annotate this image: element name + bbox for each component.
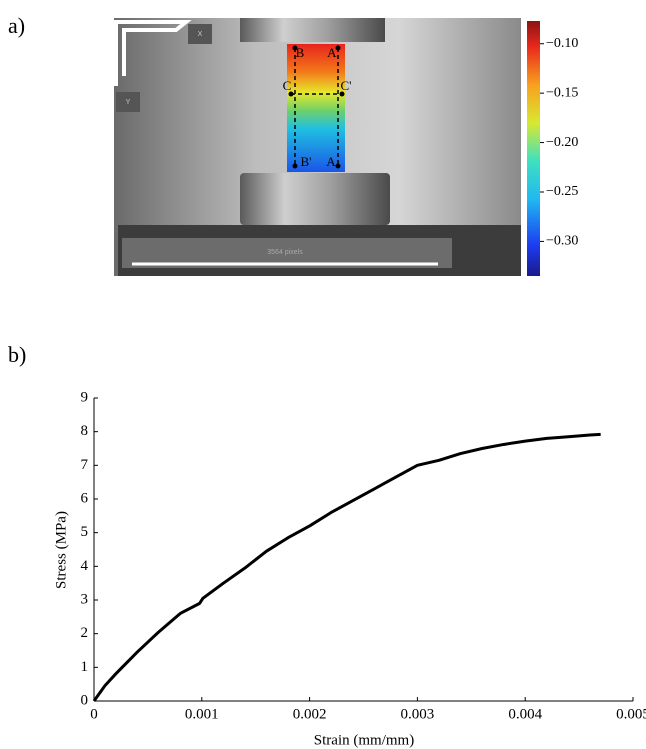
y-axis-label: Stress (MPa) bbox=[53, 511, 69, 589]
top-platen bbox=[240, 18, 385, 42]
colorbar-tick-label: −0.10 bbox=[546, 36, 578, 51]
point-marker bbox=[335, 163, 341, 169]
data-line bbox=[92, 432, 601, 702]
colorbar-tick-label: −0.30 bbox=[546, 234, 578, 249]
y-tick-label: 4 bbox=[81, 558, 89, 574]
colorbar-tick-label: −0.25 bbox=[546, 184, 578, 199]
x-tick-label: 0.005 bbox=[616, 706, 646, 722]
x-tick-label: 0.004 bbox=[508, 706, 542, 722]
x-axis-marker: X bbox=[198, 31, 203, 38]
point-label: A bbox=[326, 154, 336, 169]
panel-label: a) bbox=[8, 13, 25, 38]
point-marker bbox=[292, 163, 298, 169]
specimen bbox=[287, 44, 345, 172]
y-tick-label: 3 bbox=[81, 591, 89, 607]
x-box bbox=[188, 24, 212, 44]
point-label: B bbox=[296, 45, 305, 60]
scale-label: 3564 pixels bbox=[267, 249, 303, 256]
panel-b: b) Strain (mm/mm) Stress (MPa) 0 1 2 3 4 5 6 7 8… bbox=[8, 342, 646, 748]
x-axis-label: Strain (mm/mm) bbox=[314, 732, 414, 748]
point-label: A' bbox=[327, 45, 339, 60]
point-marker bbox=[339, 91, 345, 97]
x-tick-label: 0 bbox=[90, 706, 98, 722]
y-tick-label: 7 bbox=[81, 457, 89, 473]
y-tick-label: 1 bbox=[81, 659, 89, 675]
point-marker bbox=[292, 45, 298, 51]
colorbar-tick-label: −0.20 bbox=[546, 135, 578, 150]
x-tick-label: 0.001 bbox=[185, 706, 219, 722]
corner-bracket bbox=[114, 20, 192, 86]
point-label: B' bbox=[300, 154, 311, 169]
y-box bbox=[116, 92, 140, 112]
panel-a: a) X Y 3564 pixels B A' C C' B' A −0.10 −0.15 −0… bbox=[8, 13, 578, 276]
y-tick-label: 6 bbox=[81, 490, 89, 506]
x-tick-label: 0.003 bbox=[401, 706, 435, 722]
bottom-platen bbox=[240, 173, 390, 225]
point-marker bbox=[335, 45, 341, 51]
panel-label: b) bbox=[8, 342, 26, 367]
y-tick-label: 2 bbox=[81, 625, 89, 641]
y-tick-label: 9 bbox=[81, 389, 89, 405]
point-label: C bbox=[283, 78, 292, 93]
colorbar-tick-label: −0.15 bbox=[546, 85, 578, 100]
point-marker bbox=[288, 91, 294, 97]
y-axis-marker: Y bbox=[126, 99, 131, 106]
x-tick-label: 0.002 bbox=[293, 706, 327, 722]
y-tick-label: 0 bbox=[81, 692, 89, 708]
y-tick-label: 5 bbox=[81, 524, 89, 540]
colorbar bbox=[527, 21, 540, 276]
point-label: C' bbox=[340, 78, 351, 93]
y-tick-label: 8 bbox=[81, 423, 89, 439]
